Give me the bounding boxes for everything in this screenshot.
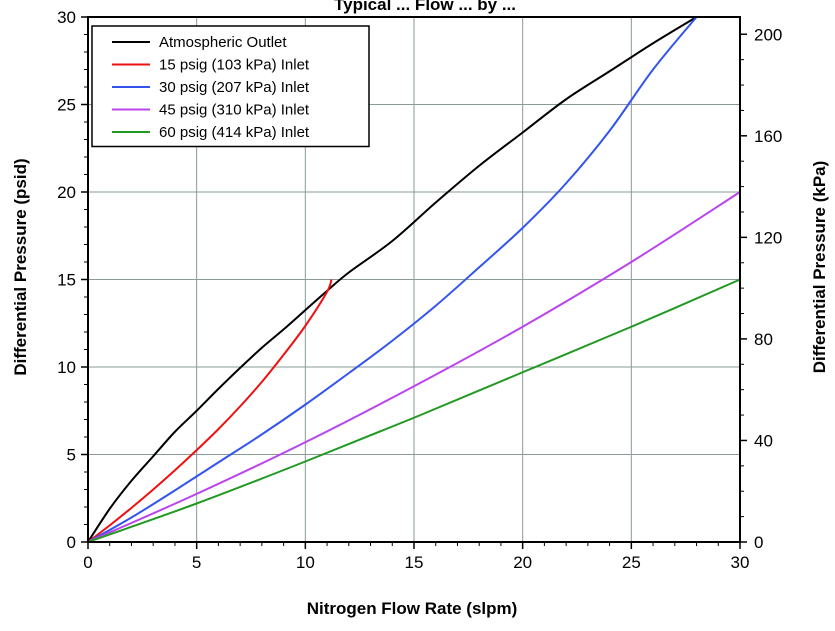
x-tick-label: 0	[83, 553, 92, 572]
y-tick-label: 0	[67, 533, 76, 552]
x-tick-label: 30	[731, 553, 750, 572]
y-tick-label: 10	[57, 358, 76, 377]
y-axis-right: 0 40 80 120 160 200	[740, 25, 782, 552]
legend-label: 60 psig (414 kPa) Inlet	[159, 124, 310, 141]
series-line-4	[87, 191, 741, 543]
y-axis-title: Differential Pressure (psid)	[11, 158, 30, 375]
y2-tick-label: 40	[754, 431, 773, 450]
y2-tick-label: 160	[754, 127, 782, 146]
y2-tick-label: 80	[754, 330, 773, 349]
series-line-1	[87, 16, 698, 543]
legend-label: 45 psig (310 kPa) Inlet	[159, 102, 310, 119]
legend: Atmospheric Outlet 15 psig (103 kPa) Inle…	[91, 25, 370, 148]
y2-tick-label: 0	[754, 533, 763, 552]
series-line-3	[87, 16, 698, 543]
y-tick-label: 30	[57, 8, 76, 27]
y-axis-left: 0 5 10 15 20 25 30	[57, 8, 88, 552]
x-tick-label: 5	[192, 553, 201, 572]
y2-axis-title: Differential Pressure (kPa)	[810, 161, 829, 374]
series-layer	[87, 16, 741, 543]
x-axis: 0 5 10 15 20 25 30	[83, 542, 749, 572]
y-tick-label: 5	[67, 446, 76, 465]
legend-label: Atmospheric Outlet	[159, 34, 287, 51]
y-tick-label: 15	[57, 271, 76, 290]
y-tick-label: 20	[57, 183, 76, 202]
legend-label: 30 psig (207 kPa) Inlet	[159, 79, 310, 96]
x-tick-label: 15	[405, 553, 424, 572]
y2-tick-label: 120	[754, 228, 782, 247]
y-tick-label: 25	[57, 96, 76, 115]
legend-label: 15 psig (103 kPa) Inlet	[159, 57, 310, 74]
x-tick-label: 25	[622, 553, 641, 572]
series-line-5	[87, 278, 741, 543]
chart-title: Typical ... Flow ... by ...	[334, 0, 516, 14]
x-tick-label: 10	[296, 553, 315, 572]
x-axis-title: Nitrogen Flow Rate (slpm)	[307, 599, 518, 618]
x-tick-label: 20	[513, 553, 532, 572]
series-line-2	[87, 279, 333, 543]
y2-tick-label: 200	[754, 25, 782, 44]
